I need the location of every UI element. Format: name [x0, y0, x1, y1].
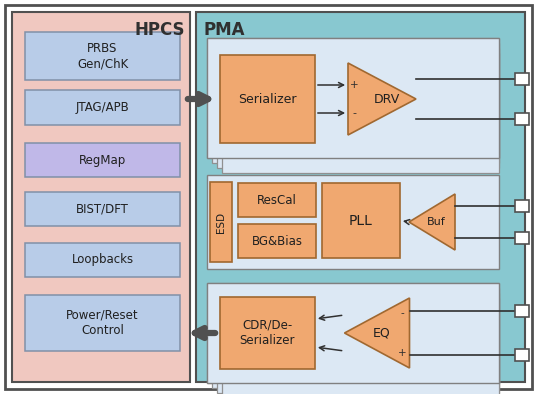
Text: BIST/DFT: BIST/DFT — [76, 203, 129, 216]
Bar — [515, 73, 529, 85]
Text: PLL: PLL — [349, 214, 373, 227]
Bar — [238, 183, 316, 217]
Bar — [12, 12, 190, 382]
Text: +: + — [398, 348, 407, 358]
Text: BG&Bias: BG&Bias — [251, 234, 302, 247]
Bar — [25, 295, 180, 351]
Text: Buf: Buf — [426, 217, 445, 227]
Bar — [25, 192, 180, 226]
Bar — [515, 349, 529, 361]
Text: ResCal: ResCal — [257, 193, 297, 206]
Text: -: - — [401, 308, 404, 318]
Bar — [217, 48, 499, 168]
Text: +: + — [350, 80, 358, 90]
Text: ESD: ESD — [216, 212, 226, 232]
Bar — [25, 32, 180, 80]
Polygon shape — [409, 194, 455, 250]
Text: Loopbacks: Loopbacks — [71, 253, 134, 266]
Bar — [25, 243, 180, 277]
Text: Serializer: Serializer — [238, 93, 297, 106]
Bar — [220, 55, 315, 143]
Text: PMA: PMA — [203, 21, 245, 39]
Text: CDR/De-
Serializer: CDR/De- Serializer — [240, 319, 295, 347]
Text: RegMap: RegMap — [79, 154, 126, 167]
Bar — [515, 200, 529, 212]
Text: Power/Reset
Control: Power/Reset Control — [66, 309, 139, 337]
Bar — [322, 183, 400, 258]
Text: PRBS
Gen/ChK: PRBS Gen/ChK — [77, 42, 128, 70]
Polygon shape — [348, 63, 416, 135]
Bar — [515, 232, 529, 244]
Bar — [212, 288, 499, 388]
Bar — [207, 283, 499, 383]
Bar — [515, 305, 529, 317]
Polygon shape — [345, 298, 410, 368]
Bar — [25, 143, 180, 177]
Bar — [207, 283, 499, 383]
Bar — [222, 53, 499, 173]
Text: JTAG/APB: JTAG/APB — [76, 101, 129, 114]
Bar — [207, 38, 499, 158]
Bar — [238, 224, 316, 258]
Bar — [25, 90, 180, 125]
Bar — [207, 175, 499, 269]
Bar — [210, 182, 232, 262]
Bar — [217, 293, 499, 393]
Text: -: - — [352, 108, 356, 118]
Bar — [207, 38, 499, 158]
Bar — [220, 297, 315, 369]
Text: HPCS: HPCS — [135, 21, 185, 39]
Text: EQ: EQ — [373, 327, 391, 340]
Bar — [515, 113, 529, 125]
Text: DRV: DRV — [374, 93, 400, 106]
Bar — [212, 43, 499, 163]
Bar — [222, 298, 499, 394]
Bar — [196, 12, 525, 382]
